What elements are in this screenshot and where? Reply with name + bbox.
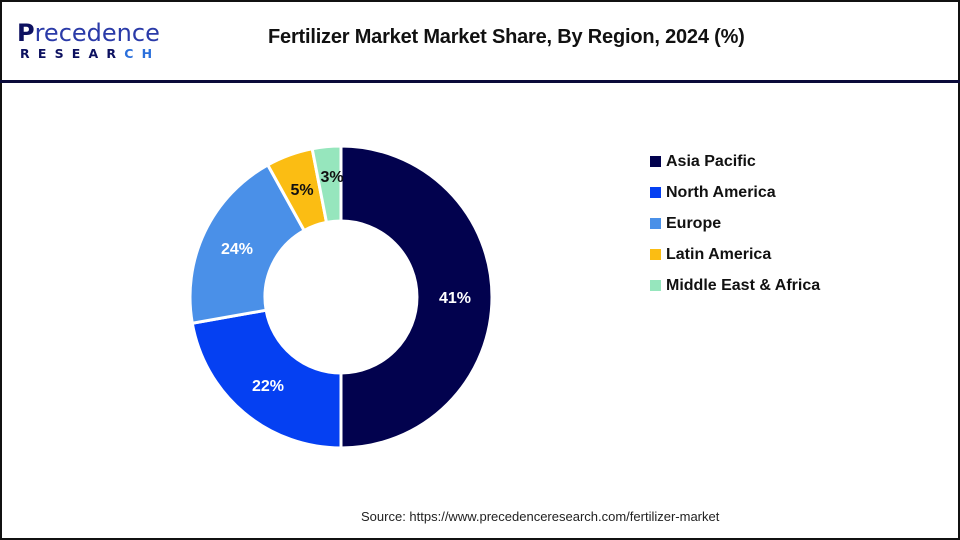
slice-label-europe: 24% <box>221 241 253 258</box>
logo-wordmark: Precedence <box>17 20 160 46</box>
slice-north-america <box>190 308 343 450</box>
header-divider <box>0 80 960 83</box>
chart-legend: Asia Pacific North America Europe Latin … <box>650 146 820 301</box>
chart-title: Fertilizer Market Market Share, By Regio… <box>268 26 745 48</box>
legend-label: Latin America <box>666 245 772 263</box>
source-note: Source: https://www.precedenceresearch.c… <box>361 509 720 524</box>
logo-subtitle: RESEARCH <box>20 47 160 61</box>
slice-label-latin-america: 5% <box>290 182 313 199</box>
slice-asia-pacific <box>339 144 494 450</box>
logo-subtitle-accent: CH <box>124 46 161 61</box>
legend-label: Europe <box>666 214 722 232</box>
legend-swatch-europe <box>650 218 661 229</box>
legend-item-middle-east-africa: Middle East & Africa <box>650 270 820 301</box>
legend-label: Asia Pacific <box>666 152 756 170</box>
legend-swatch-asia-pacific <box>650 156 661 167</box>
slice-label-middle-east-africa: 3% <box>320 169 343 186</box>
donut-slices <box>188 144 494 450</box>
legend-label: Middle East & Africa <box>666 276 821 294</box>
slice-labels: 41% 22% 24% 5% 3% <box>221 169 471 395</box>
logo-word: recedence <box>34 19 160 47</box>
legend-item-europe: Europe <box>650 208 820 239</box>
logo-subtitle-main: RESEAR <box>20 46 125 61</box>
legend-item-asia-pacific: Asia Pacific <box>650 146 820 177</box>
slice-europe <box>188 162 307 325</box>
legend-swatch-north-america <box>650 187 661 198</box>
slice-label-asia-pacific: 41% <box>439 290 471 307</box>
legend-swatch-middle-east-africa <box>650 280 661 291</box>
legend-label: North America <box>666 183 776 201</box>
precedence-research-logo: Precedence RESEARCH <box>17 20 162 62</box>
slice-label-north-america: 22% <box>252 378 284 395</box>
header: Precedence RESEARCH Fertilizer Market Ma… <box>0 0 960 80</box>
logo-initial: P <box>17 19 35 47</box>
slice-middle-east-africa <box>310 144 343 225</box>
legend-item-north-america: North America <box>650 177 820 208</box>
legend-swatch-latin-america <box>650 249 661 260</box>
legend-item-latin-america: Latin America <box>650 239 820 270</box>
